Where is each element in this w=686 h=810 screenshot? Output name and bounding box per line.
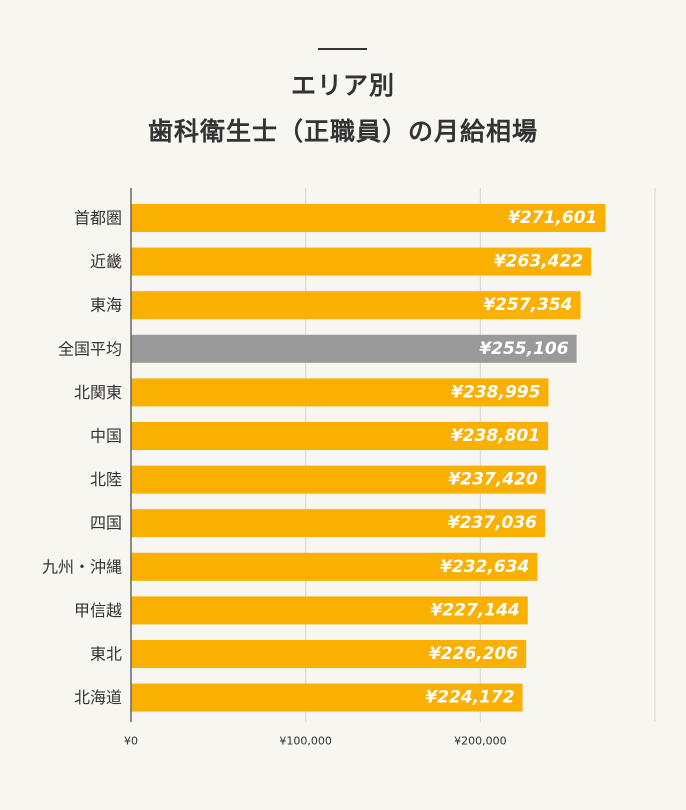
bar-10 (131, 640, 527, 668)
value-label: ¥255,106 (479, 339, 568, 359)
bar-7 (131, 509, 546, 538)
bar-8 (131, 552, 538, 581)
category-label: 近畿 (90, 252, 122, 271)
category-label: 甲信越 (74, 601, 122, 620)
bar-2 (131, 291, 581, 320)
category-label: 東北 (90, 645, 122, 664)
category-label: 九州・沖縄 (42, 557, 122, 576)
value-label: ¥263,422 (494, 252, 583, 272)
category-label: 北海道 (74, 688, 122, 707)
value-label: ¥226,206 (429, 644, 518, 664)
category-label: 北関東 (74, 383, 122, 402)
x-tick-label: ¥100,000 (279, 735, 332, 748)
value-label: ¥232,634 (440, 557, 529, 577)
bar-5 (131, 422, 549, 450)
value-label: ¥237,420 (448, 470, 537, 490)
bar-4 (131, 378, 549, 407)
value-label: ¥227,144 (430, 600, 519, 620)
value-label: ¥238,995 (451, 382, 540, 402)
x-tick-label: ¥0 (124, 735, 138, 748)
value-label: ¥224,172 (425, 688, 514, 708)
category-label: 東海 (90, 296, 122, 315)
title-rule (318, 48, 367, 50)
bar-11 (131, 683, 523, 712)
bar-1 (131, 247, 592, 276)
value-label: ¥238,801 (451, 426, 540, 446)
bar-6 (131, 465, 546, 494)
value-label: ¥271,601 (508, 208, 597, 228)
category-label: 北陸 (90, 470, 122, 489)
chart-title-line-1: エリア別 (290, 71, 395, 100)
bar-9 (131, 596, 528, 625)
x-tick-label: ¥200,000 (454, 735, 507, 748)
category-label: 全国平均 (58, 339, 122, 358)
value-label: ¥237,036 (448, 513, 537, 533)
category-label: 四国 (90, 514, 122, 533)
category-label: 中国 (90, 427, 122, 446)
bar-3 (131, 334, 577, 363)
category-label: 首都圏 (74, 209, 122, 228)
chart-title-line-2: 歯科衛生士（正職員）の月給相場 (147, 117, 538, 146)
bar-0 (131, 204, 606, 232)
value-label: ¥257,354 (483, 295, 572, 315)
